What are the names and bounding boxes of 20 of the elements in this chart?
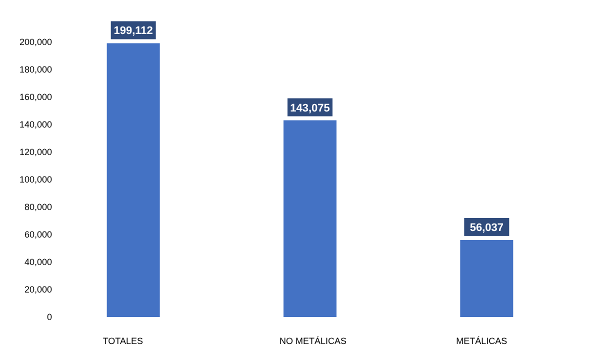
y-tick-label: 160,000 (19, 92, 52, 102)
x-tick-label: TOTALES (102, 336, 144, 346)
x-tick-label: NO METÁLICAS (280, 336, 347, 346)
y-tick-label: 200,000 (19, 37, 52, 47)
y-tick-label: 20,000 (24, 284, 52, 294)
x-tick-label: METÁLICAS (456, 336, 508, 346)
bar (284, 120, 336, 317)
data-label: 143,075 (290, 102, 330, 114)
data-label: 199,112 (114, 25, 153, 38)
bar (460, 240, 514, 317)
data-label: 56,037 (470, 222, 504, 234)
y-tick-label: 40,000 (24, 257, 52, 267)
y-tick-label: 120,000 (19, 147, 52, 157)
y-tick-label: 100,000 (19, 174, 52, 184)
y-tick-label: 60,000 (24, 230, 52, 240)
bar (106, 43, 160, 317)
y-tick-label: 180,000 (19, 64, 52, 74)
y-tick-label: 140,000 (19, 120, 52, 130)
y-tick-label: 80,000 (24, 202, 52, 212)
y-tick-label: 0 (46, 312, 52, 322)
